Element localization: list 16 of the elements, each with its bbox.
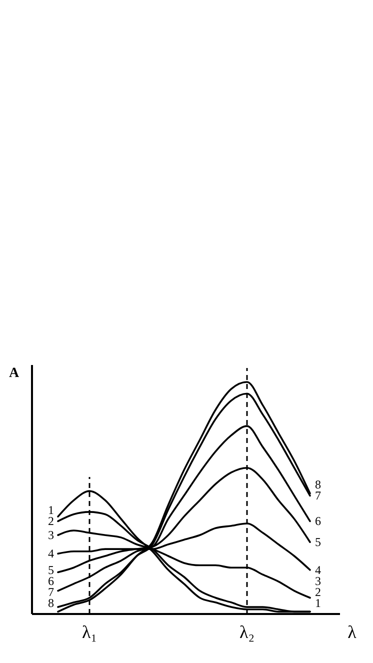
series-label: 4 (48, 546, 54, 561)
series-label: 5 (48, 563, 54, 577)
text: 5 (315, 535, 321, 550)
y-axis-title: A (8, 366, 20, 381)
text: 3 (315, 574, 321, 588)
text: 6 (315, 514, 321, 528)
x-tick-label: λ₁ (82, 622, 98, 642)
text: 1 (315, 596, 321, 610)
series-label: 8 (48, 596, 54, 610)
text: 7 (48, 585, 54, 599)
text: 4 (315, 562, 321, 577)
x-tick-label: λ₂ (239, 622, 255, 642)
text: 2 (315, 585, 321, 599)
x-axis-title: λ (348, 622, 357, 642)
series-label: 6 (48, 574, 54, 588)
series-label: 3 (48, 528, 54, 542)
